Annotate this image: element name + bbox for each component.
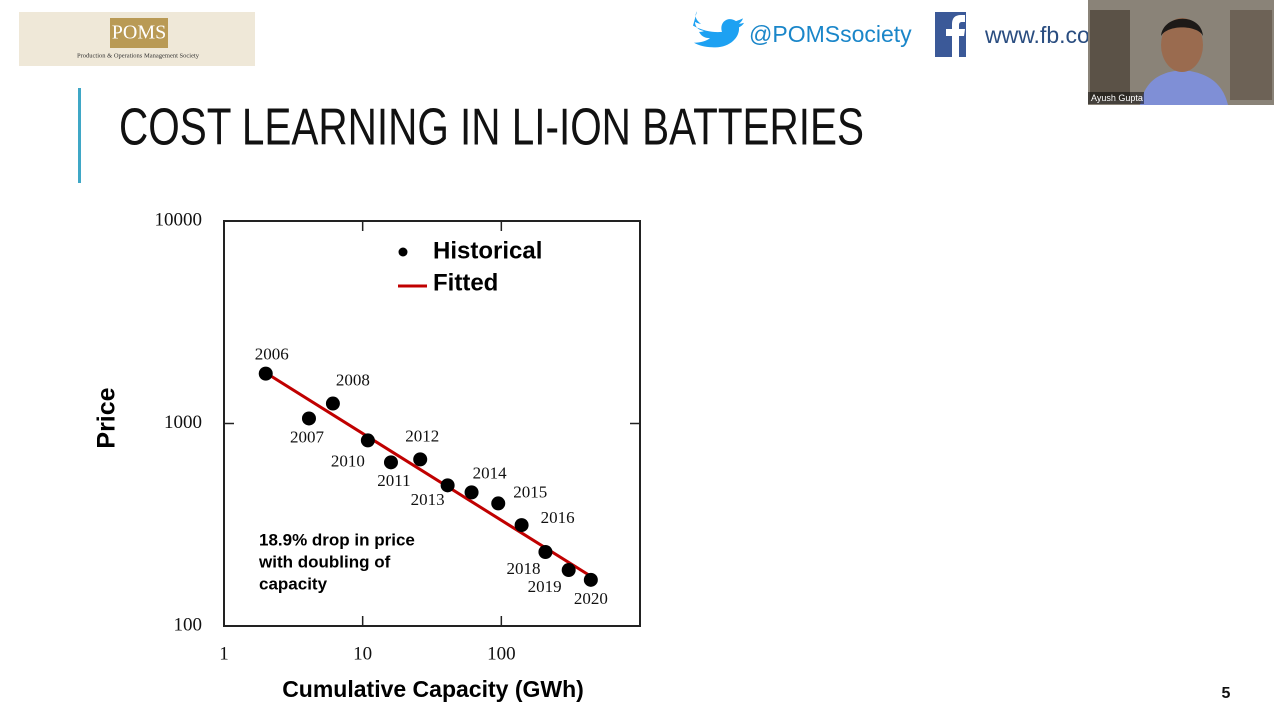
annotation: with doubling of <box>258 552 391 571</box>
y-tick-label: 100 <box>174 614 203 635</box>
data-point <box>360 433 375 448</box>
annotation: 18.9% drop in price <box>259 530 415 549</box>
chart: Price Cumulative Capacity (GWh) 100 1000 1… <box>93 209 641 702</box>
data-point <box>440 478 455 493</box>
video-person-body <box>1140 70 1228 105</box>
twitter-handle: @POMSsociety <box>749 21 912 47</box>
data-point <box>413 452 428 467</box>
data-point <box>491 496 506 511</box>
facebook-f <box>946 15 965 57</box>
slide-title: COST LEARNING IN LI-ION BATTERIES <box>119 99 864 157</box>
legend-label: Fitted <box>433 269 498 296</box>
fit-line <box>264 371 592 578</box>
data-point <box>561 563 576 578</box>
point-label: 2019 <box>528 577 562 596</box>
point-label: 2018 <box>506 559 540 578</box>
data-point <box>325 396 340 411</box>
video-shelf <box>1230 10 1272 100</box>
point-label: 2013 <box>411 490 445 509</box>
title-accent <box>78 88 81 183</box>
point-label: 2008 <box>336 370 370 389</box>
twitter-icon <box>693 11 744 48</box>
x-tick-label: 100 <box>487 643 516 664</box>
annotation: capacity <box>259 574 328 593</box>
point-label: 2007 <box>290 427 325 446</box>
facebook-url: www.fb.co <box>984 22 1090 48</box>
x-axis-label: Cumulative Capacity (GWh) <box>282 676 584 702</box>
page-number: 5 <box>1222 685 1231 702</box>
data-point <box>583 572 598 587</box>
video-person-head <box>1161 18 1203 72</box>
society-name: Production & Operations Management Socie… <box>77 52 200 59</box>
video-shelf <box>1090 10 1130 100</box>
logo-box <box>110 18 168 48</box>
legend-swatch <box>398 247 408 257</box>
video-name-bg <box>1088 92 1144 104</box>
video-person-hair <box>1161 18 1203 36</box>
point-label: 2015 <box>513 482 547 501</box>
data-point <box>514 518 529 533</box>
y-tick-label: 10000 <box>155 209 203 230</box>
point-label: 2011 <box>377 471 410 490</box>
data-point <box>301 411 316 426</box>
data-point <box>464 485 479 500</box>
y-axis-label: Price <box>93 387 121 448</box>
x-tick-label: 10 <box>353 643 372 664</box>
video-name: Ayush Gupta <box>1091 93 1143 103</box>
x-tick-label: 1 <box>219 643 229 664</box>
y-tick-label: 1000 <box>164 412 202 433</box>
point-label: 2016 <box>541 508 575 527</box>
data-point <box>538 544 553 559</box>
point-label: 2006 <box>255 345 289 364</box>
legend-label: Historical <box>433 237 542 264</box>
data-point <box>258 366 273 381</box>
point-label: 2010 <box>331 451 365 470</box>
point-label: 2014 <box>473 463 508 482</box>
point-label: 2020 <box>574 589 608 608</box>
point-label: 2012 <box>405 426 439 445</box>
logo-text: POMS <box>112 22 166 44</box>
data-point <box>383 455 398 470</box>
